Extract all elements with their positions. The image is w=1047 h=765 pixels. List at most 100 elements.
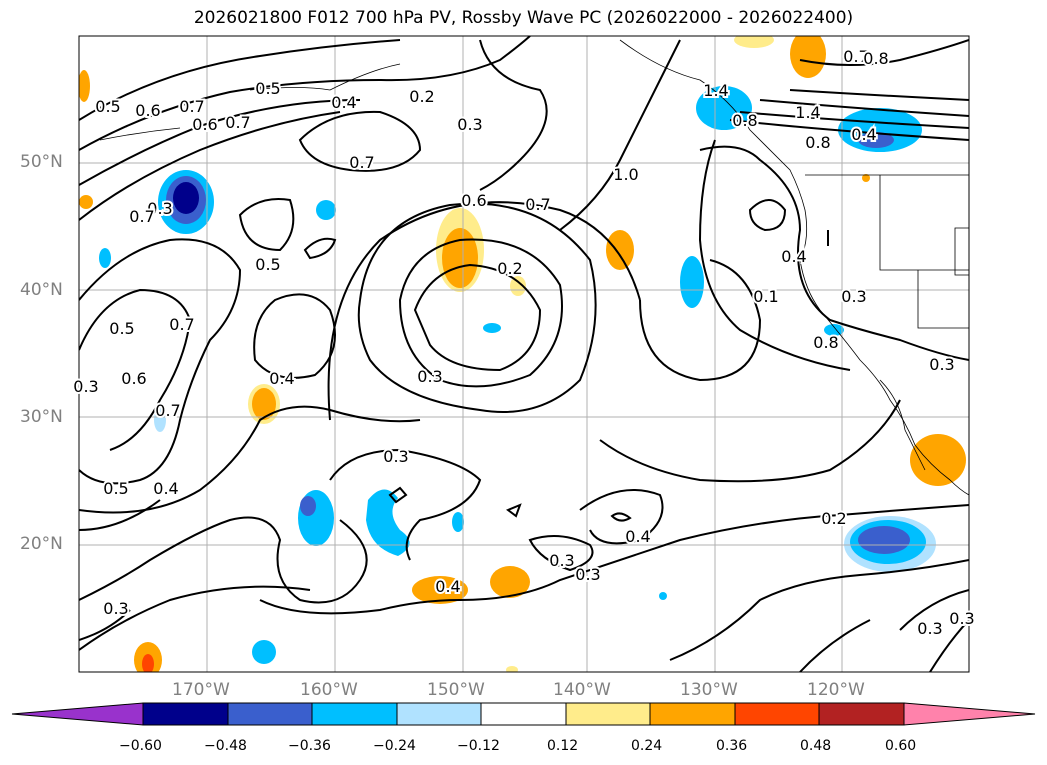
pos-anomaly-blob [606, 230, 634, 270]
neg-anomaly-blob [696, 86, 752, 130]
longitude-label: 120°W [807, 680, 865, 700]
pos-anomaly-blob [910, 434, 966, 486]
contour-label: 0.3 [417, 367, 442, 386]
colorbar-segment [227, 702, 313, 726]
gridlines [79, 36, 969, 672]
contour-label: 0.6 [192, 115, 217, 134]
contour-label: 0.6 [461, 191, 486, 210]
contour-label: 0.3 [917, 619, 942, 638]
contour-label: 0.3 [457, 115, 482, 134]
contour-label: 0.5 [255, 255, 280, 274]
contour-label: 0.6 [121, 369, 146, 388]
contour-label: 1.4 [795, 103, 820, 122]
colorbar-tick-label: 0.48 [800, 738, 832, 754]
latitude-label: 30°N [20, 407, 63, 427]
latitude-label: 40°N [20, 280, 63, 300]
contour-label: 0.5 [103, 479, 128, 498]
contour-label: 0.7 [129, 207, 154, 226]
neg-anomaly-blob [858, 132, 894, 148]
colorbar-tick-label: 0.36 [716, 738, 748, 754]
colorbar-tick-label: −0.12 [457, 738, 500, 754]
contour-label: 0.4 [625, 527, 650, 546]
neg-anomaly-blob [366, 489, 410, 556]
pos-anomaly-blob [252, 388, 276, 420]
neg-anomaly-blob [154, 408, 166, 432]
pos-anomaly-blob [862, 174, 870, 182]
colorbar [11, 702, 1036, 726]
contour-label: 0.3 [929, 355, 954, 374]
colorbar-over-arrow [903, 702, 1036, 726]
contour-label: 0.3 [103, 599, 128, 618]
pos-anomaly-blob [79, 70, 90, 102]
contour-label: 0.3 [549, 551, 574, 570]
pos-anomaly-blob [510, 276, 526, 296]
contour-label: 1.4 [703, 81, 728, 100]
neg-anomaly-blob [452, 512, 464, 532]
contour-label: 0.5 [95, 97, 120, 116]
contour-label: 0.4 [269, 369, 294, 388]
pos-anomaly-blob [506, 666, 518, 672]
colorbar-tick-label: 0.12 [547, 738, 579, 754]
colorbar-segment [142, 702, 229, 726]
contour-label: 0.7 [843, 47, 868, 66]
pos-anomaly-blob [79, 195, 93, 209]
colorbar-segment [480, 702, 567, 726]
neg-anomaly-blob [99, 248, 111, 268]
contour-label: 0.7 [349, 153, 374, 172]
chart-title: 2026021800 F012 700 hPa PV, Rossby Wave … [193, 8, 854, 28]
contour-label: 0.1 [753, 287, 778, 306]
contour-label: 0.4 [331, 93, 356, 112]
pos-anomaly-blob [490, 566, 530, 598]
contour-label: 0.2 [821, 509, 846, 528]
neg-anomaly-blob [316, 200, 336, 220]
contour-label: 0.5 [109, 319, 134, 338]
pos-anomaly-blob [442, 228, 478, 288]
neg-anomaly-blob [483, 323, 501, 333]
contour-labels: 0.5 0.6 0.7 0.6 0.5 0.4 0.2 0.3 0.7 1.4 … [71, 45, 976, 640]
longitude-label: 130°W [680, 680, 738, 700]
pv-contours [79, 36, 969, 672]
contour-label: 0.4 [435, 577, 460, 596]
colorbar-tick-label: −0.60 [119, 738, 162, 754]
contour-label: 0.7 [179, 97, 204, 116]
colorbar-segment [734, 702, 820, 726]
contour-label: 0.7 [525, 195, 550, 214]
colorbar-segment [818, 702, 905, 726]
latitude-label: 50°N [20, 152, 63, 172]
contour-label: 0.7 [155, 401, 180, 420]
colorbar-segment [565, 702, 651, 726]
contour-label: 0.3 [383, 447, 408, 466]
neg-anomaly-blob [659, 592, 667, 600]
contour-label: 0.3 [575, 565, 600, 584]
contour-label: 0.4 [153, 479, 178, 498]
contour-label: 0.3 [73, 377, 98, 396]
contour-label: 0.8 [863, 49, 888, 68]
longitude-label: 140°W [553, 680, 611, 700]
colorbar-tick-label: −0.24 [373, 738, 416, 754]
pos-anomaly-blob [412, 576, 468, 604]
colorbar-tick-label: 0.24 [631, 738, 663, 754]
pos-anomaly-blob [734, 36, 774, 48]
colorbar-tick-label: −0.48 [204, 738, 247, 754]
pos-anomaly-blob [142, 654, 154, 672]
colorbar-segment [649, 702, 736, 726]
neg-anomaly-blob [680, 256, 704, 308]
contour-label: 0.3 [147, 199, 172, 218]
contour-label: 0.2 [497, 259, 522, 278]
colorbar-tick-label: −0.36 [288, 738, 331, 754]
contour-label: 0.6 [135, 101, 160, 120]
latitude-label: 20°N [20, 534, 63, 554]
contour-label: 0.3 [841, 287, 866, 306]
contour-label: 0.7 [169, 315, 194, 334]
neg-anomaly-blob [300, 496, 316, 516]
neg-anomaly-blob [252, 640, 276, 664]
contour-label: 0.4 [781, 247, 806, 266]
colorbar-tick-label: 0.60 [885, 738, 917, 754]
colorbar-segment [396, 702, 482, 726]
neg-anomaly-blob [173, 182, 199, 214]
longitude-label: 170°W [172, 680, 230, 700]
contour-label: 0.4 [851, 125, 876, 144]
contour-label: 0.5 [255, 79, 280, 98]
longitude-label: 160°W [300, 680, 358, 700]
